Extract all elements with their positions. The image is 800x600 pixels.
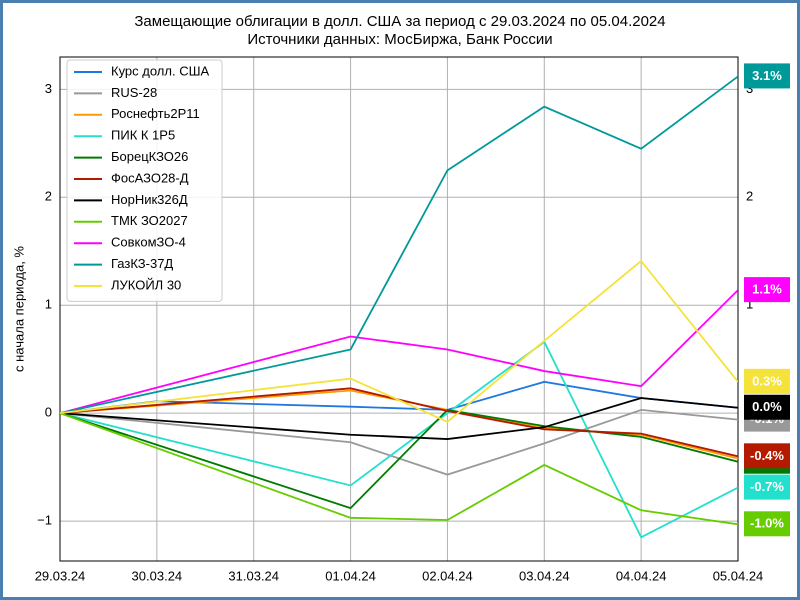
legend-label: ГазКЗ-37Д [111,256,173,271]
legend-label: НорНик326Д [111,192,188,207]
value-label-box [744,511,790,537]
y-axis-label: с начала периода, % [11,246,26,372]
legend-label: СовкомЗО-4 [111,235,186,250]
series-line [60,340,738,539]
legend-label: ТМК ЗО2027 [111,213,188,228]
legend-label: ПИК К 1Р5 [111,128,175,143]
chart-title: Замещающие облигации в долл. США за пери… [134,13,665,30]
legend-label: Роснефть2Р11 [111,106,200,121]
series-line [60,289,738,415]
value-label-box [744,394,790,420]
value-label: -1.0% [750,516,784,531]
y-tick-label: 0 [45,405,52,420]
value-label: -0.4% [750,448,784,463]
series-line [60,408,738,476]
value-label: 3.1% [752,68,782,83]
legend-label: ЛУКОЙЛ 30 [111,277,181,292]
x-tick-label: 02.04.24 [422,568,473,583]
value-label-box [744,368,790,394]
legend-label: Курс долл. США [111,63,209,78]
legend-label: БорецКЗО26 [111,149,188,164]
value-label-box [744,277,790,303]
series-line [60,389,738,460]
y-tick-label: 1 [45,297,52,312]
value-label: -0.7% [750,479,784,494]
x-tick-label: 04.04.24 [616,568,667,583]
y2-tick-label: 1 [746,297,753,312]
value-label-box [744,474,790,500]
x-tick-label: 31.03.24 [228,568,279,583]
y-tick-label: −1 [37,513,52,528]
x-tick-label: 01.04.24 [325,568,376,583]
series-line [60,387,738,458]
value-label: 0.0% [752,399,782,414]
series-line [60,408,738,510]
value-label: 1.1% [752,282,782,297]
value-label-box [744,63,790,89]
legend-label: RUS-28 [111,85,157,100]
chart-subtitle: Источники данных: МосБиржа, Банк России [247,31,552,48]
series-line [60,75,738,415]
value-label-box [744,443,790,469]
x-tick-label: 29.03.24 [35,568,86,583]
x-tick-label: 05.04.24 [713,568,764,583]
x-tick-label: 03.04.24 [519,568,570,583]
plot-border [59,56,739,562]
series-line [60,397,738,440]
value-label: 0.3% [752,373,782,388]
y-tick-label: 2 [45,189,52,204]
legend-label: ФосАЗО28-Д [111,170,189,185]
y-tick-label: 3 [45,81,52,96]
legend-box [66,59,223,302]
series-line [60,259,738,423]
series-line [60,412,738,526]
x-tick-label: 30.03.24 [132,568,183,583]
y2-tick-label: 2 [746,189,753,204]
